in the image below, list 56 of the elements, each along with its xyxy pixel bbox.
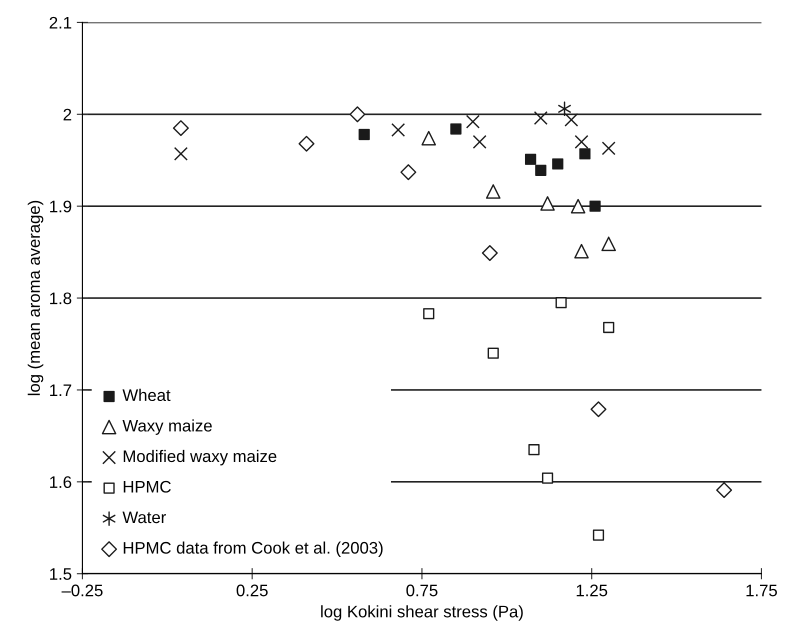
y-tick-label: 1.8 — [50, 292, 72, 304]
legend-label: HPMC data from Cook et al. (2003) — [124, 541, 383, 558]
y-tick-label: 1.9 — [50, 200, 72, 212]
y-axis-title: log (mean aroma average) — [28, 200, 44, 396]
point — [534, 111, 548, 125]
point — [298, 136, 314, 152]
point — [535, 164, 546, 176]
point — [172, 120, 189, 136]
y-tick-label: 1.5 — [50, 568, 72, 580]
point — [482, 245, 498, 262]
point — [589, 200, 601, 212]
point — [466, 114, 480, 129]
point — [486, 184, 501, 199]
legend-label: Water — [122, 512, 166, 524]
point — [524, 154, 536, 165]
y-tick-label: 2 — [64, 108, 72, 120]
y-tick-label: 1.7 — [50, 384, 72, 396]
point — [579, 148, 591, 160]
point — [542, 472, 554, 484]
point — [602, 141, 616, 156]
point — [552, 158, 564, 170]
x-axis-title: log Kokini shear stress (Pa) — [321, 605, 523, 621]
point — [488, 348, 499, 359]
point — [423, 308, 434, 320]
point — [450, 123, 462, 135]
point — [590, 401, 606, 418]
point — [358, 128, 370, 140]
x-tick-label: 0.25 — [236, 584, 268, 596]
point — [540, 196, 555, 211]
legend-label: Wheat — [122, 388, 170, 402]
point — [603, 322, 614, 334]
point — [174, 146, 188, 161]
x-tick-label: 0.75 — [406, 584, 438, 596]
x-tick-label: –0.25 — [62, 584, 103, 596]
point — [574, 134, 588, 149]
point — [570, 198, 586, 214]
point — [349, 106, 366, 122]
point — [472, 134, 487, 149]
point — [400, 164, 416, 180]
x-tick-label: 1.75 — [746, 584, 777, 596]
y-tick-label: 1.6 — [50, 476, 72, 488]
point — [421, 130, 436, 146]
legend-label: HPMC — [124, 480, 171, 493]
point — [716, 482, 732, 498]
point — [592, 530, 604, 541]
point — [601, 236, 616, 252]
legend-label: Modified waxy maize — [124, 450, 276, 466]
point — [528, 444, 540, 456]
point — [391, 123, 406, 137]
y-tick-label: 2.1 — [50, 16, 72, 28]
x-tick-label: 1.25 — [576, 584, 608, 596]
point — [556, 297, 567, 308]
point — [564, 112, 578, 127]
point — [558, 102, 571, 116]
point — [574, 244, 589, 258]
legend-label: Waxy maize — [122, 419, 212, 435]
